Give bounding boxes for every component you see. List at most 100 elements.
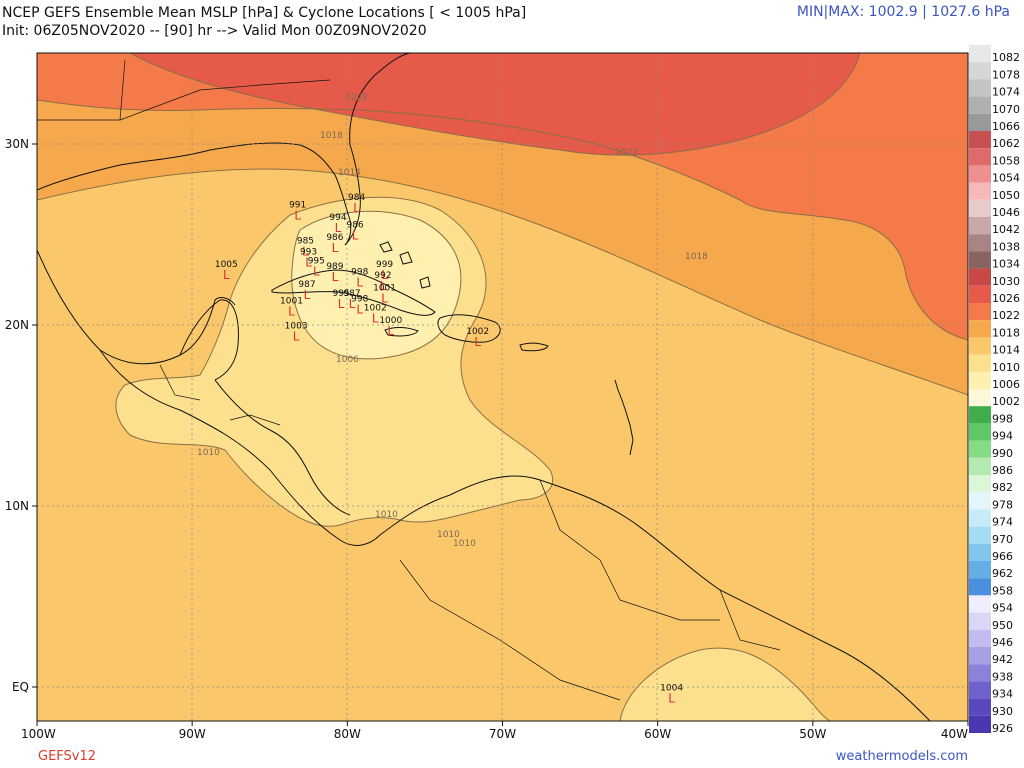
colorbar-swatch — [969, 578, 991, 596]
colorbar-swatch — [969, 647, 991, 665]
low-pressure-value: 998 — [351, 294, 368, 304]
colorbar-label: 994 — [992, 430, 1013, 443]
low-marker: L — [304, 288, 311, 302]
colorbar-label: 930 — [992, 705, 1013, 718]
colorbar-swatch — [969, 96, 991, 114]
low-pressure-value: 1000 — [379, 316, 402, 326]
colorbar-label: 998 — [992, 412, 1013, 425]
colorbar-label: 986 — [992, 464, 1013, 477]
model-label: GEFSv12 — [38, 749, 97, 764]
colorbar-label: 1042 — [992, 223, 1020, 236]
low-pressure-value: 994 — [329, 213, 346, 223]
colorbar-label: 942 — [992, 653, 1013, 666]
colorbar-swatch — [969, 389, 991, 407]
colorbar-label: 1046 — [992, 206, 1020, 219]
colorbar-label: 1066 — [992, 120, 1020, 133]
colorbar-label: 1050 — [992, 189, 1020, 202]
low-pressure-value: 1003 — [285, 322, 308, 332]
isobar-label: 1010 — [375, 510, 398, 520]
colorbar-label: 926 — [992, 722, 1013, 735]
colorbar-label: 950 — [992, 619, 1013, 632]
colorbar-label: 1078 — [992, 68, 1020, 81]
isobar-label: 1018 — [320, 131, 343, 141]
low-marker: L — [223, 268, 230, 282]
low-marker: L — [349, 297, 356, 311]
lon-tick-label: 90W — [179, 727, 206, 741]
colorbar-swatch — [969, 509, 991, 527]
colorbar-swatch — [969, 45, 991, 63]
colorbar-swatch — [969, 629, 991, 647]
low-marker: L — [302, 245, 309, 259]
low-marker: L — [474, 335, 481, 349]
isobar-label: 1018 — [685, 252, 708, 262]
min-max-readout: MIN|MAX: 1002.9 | 1027.6 hPa — [796, 4, 1010, 20]
colorbar-label: 1082 — [992, 51, 1020, 64]
colorbar-swatch — [969, 182, 991, 200]
low-pressure-value: 1005 — [215, 260, 238, 270]
colorbar-swatch — [969, 543, 991, 561]
colorbar-label: 1030 — [992, 275, 1020, 288]
colorbar-swatch — [969, 268, 991, 286]
isobar-label: 1006 — [336, 355, 359, 365]
isobar-labels: 1022 1022 1018 1018 1014 1010 1010 1010 … — [197, 93, 708, 549]
lat-tick-label: 10N — [5, 499, 29, 513]
colorbar-swatch — [969, 595, 991, 613]
low-pressure-value: 987 — [343, 289, 360, 299]
colorbar-swatch — [969, 698, 991, 716]
isobar-label: 1022 — [345, 93, 368, 103]
low-pressure-value: 989 — [326, 262, 343, 272]
colorbar-label: 1006 — [992, 378, 1020, 391]
low-marker: L — [356, 302, 363, 316]
colorbar-swatch — [969, 354, 991, 372]
low-pressure-value: 1002 — [466, 327, 489, 337]
low-pressure-value: 998 — [351, 267, 368, 277]
colorbar-swatch — [969, 561, 991, 579]
colorbar-swatch — [969, 217, 991, 235]
low-marker: L — [356, 275, 363, 289]
colorbar-swatch — [969, 612, 991, 630]
low-pressure-value: 999 — [376, 260, 393, 270]
colorbar-label: 1054 — [992, 172, 1020, 185]
colorbar-swatch — [969, 148, 991, 166]
colorbar-label: 1058 — [992, 154, 1020, 167]
low-marker: L — [338, 297, 345, 311]
low-marker: L — [668, 692, 675, 706]
colorbar-label: 970 — [992, 533, 1013, 546]
colorbar-label: 1038 — [992, 240, 1020, 253]
isobar-label: 1014 — [338, 168, 361, 178]
colorbar-label: 1022 — [992, 309, 1020, 322]
low-marker: L — [332, 241, 339, 255]
low-pressure-value: 995 — [308, 256, 325, 266]
colorbar-swatch — [969, 285, 991, 303]
low-marker: L — [372, 312, 379, 326]
low-marker: L — [335, 221, 342, 235]
isobar-label: 1010 — [197, 448, 220, 458]
colorbar-label: 990 — [992, 447, 1013, 460]
colorbar-label: 1074 — [992, 86, 1020, 99]
isobar-label: 1010 — [437, 530, 460, 540]
low-marker: L — [381, 292, 388, 306]
colorbar-label: 1010 — [992, 361, 1020, 374]
isobar-label: 1010 — [453, 539, 476, 549]
colorbar-label: 954 — [992, 602, 1013, 615]
colorbar-swatch — [969, 251, 991, 269]
low-marker: L — [288, 304, 295, 318]
low-pressure-value: 1004 — [660, 684, 683, 694]
colorbar-label: 946 — [992, 636, 1013, 649]
colorbar-label: 1018 — [992, 326, 1020, 339]
map-title: NCEP GEFS Ensemble Mean MSLP [hPa] & Cyc… — [2, 4, 526, 40]
title-line-1: NCEP GEFS Ensemble Mean MSLP [hPa] & Cyc… — [2, 5, 527, 21]
lon-tick-label: 100W — [21, 727, 56, 741]
colorbar-label: 982 — [992, 481, 1013, 494]
colorbar-swatch — [969, 62, 991, 80]
colorbar-swatch — [969, 423, 991, 441]
gridlines — [37, 53, 968, 721]
colorbar-swatch — [969, 113, 991, 131]
colorbar-swatch — [969, 492, 991, 510]
colorbar-swatch — [969, 303, 991, 321]
pressure-field: 1022 1022 1018 1018 1014 1010 1010 1010 … — [37, 53, 968, 721]
lat-tick-label: EQ — [12, 680, 29, 694]
low-marker: L — [294, 208, 301, 222]
